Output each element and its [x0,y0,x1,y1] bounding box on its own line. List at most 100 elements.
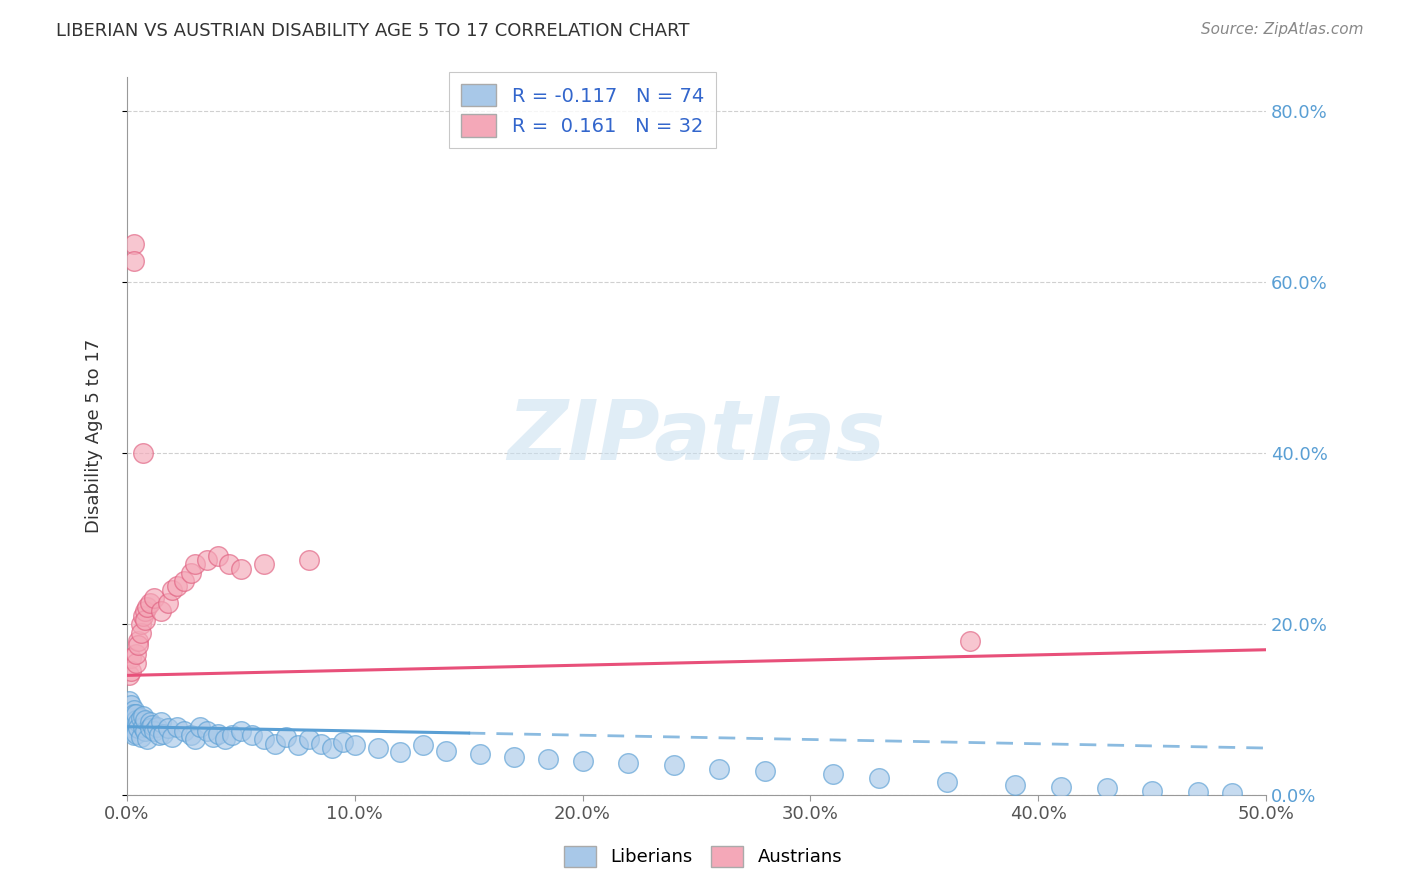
Point [366,741,388,756]
Point [936,775,959,789]
Point [298,732,321,747]
Point [184,732,207,747]
Point [150,604,173,618]
Text: LIBERIAN VS AUSTRIAN DISABILITY AGE 5 TO 17 CORRELATION CHART: LIBERIAN VS AUSTRIAN DISABILITY AGE 5 TO… [56,22,690,40]
Point [148,728,170,742]
Point [118,706,141,721]
Point [122,253,145,268]
Point [129,711,152,725]
Point [1187,785,1209,799]
Point [389,745,412,759]
Point [132,709,155,723]
Point [240,728,263,742]
Point [134,604,156,618]
Point [138,715,160,730]
Point [129,625,152,640]
Point [214,732,236,747]
Point [118,694,141,708]
Point [132,608,155,623]
Point [823,766,845,780]
Point [252,558,274,572]
Point [218,558,240,572]
Point [343,739,366,753]
Point [309,737,332,751]
Point [122,706,145,721]
Point [229,723,252,738]
Point [156,722,179,736]
Point [1050,780,1073,794]
Point [127,639,149,653]
Point [287,739,309,753]
Point [122,715,145,730]
Point [134,613,156,627]
Point [122,728,145,742]
Point [121,711,143,725]
Legend: R = -0.117   N = 74, R =  0.161   N = 32: R = -0.117 N = 74, R = 0.161 N = 32 [450,72,716,148]
Point [276,730,298,744]
Point [127,715,149,730]
Point [709,763,731,777]
Point [412,739,434,753]
Point [136,732,159,747]
Point [138,596,160,610]
Legend: Liberians, Austrians: Liberians, Austrians [557,838,849,874]
Text: ZIPatlas: ZIPatlas [508,395,886,476]
Point [127,722,149,736]
Point [134,723,156,738]
Point [145,720,167,734]
Point [195,553,218,567]
Point [121,698,143,713]
Point [868,771,890,785]
Point [959,634,981,648]
Point [132,446,155,460]
Point [1095,781,1118,796]
Point [195,723,218,738]
Point [125,726,148,740]
Point [207,549,229,563]
Point [125,647,148,661]
Point [202,730,225,744]
Point [143,723,166,738]
Point [121,651,143,665]
Point [180,566,202,580]
Point [754,764,776,778]
Point [207,726,229,740]
Point [129,617,152,632]
Point [152,726,174,740]
Point [503,749,526,764]
Point [125,713,148,727]
Point [118,668,141,682]
Point [122,236,145,251]
Point [1220,786,1243,800]
Point [332,735,354,749]
Point [298,553,321,567]
Point [173,723,195,738]
Point [118,720,141,734]
Point [121,664,143,678]
Point [121,723,143,738]
Point [141,718,163,732]
Point [166,720,188,734]
Point [143,591,166,606]
Point [156,596,179,610]
Point [134,713,156,727]
Point [180,728,202,742]
Point [184,558,207,572]
Point [129,730,152,744]
Text: Source: ZipAtlas.com: Source: ZipAtlas.com [1201,22,1364,37]
Point [252,732,274,747]
Point [162,582,184,597]
Point [125,706,148,721]
Point [1004,778,1026,792]
Point [127,634,149,648]
Point [188,720,211,734]
Point [150,715,173,730]
Point [173,574,195,589]
Point [162,730,184,744]
Point [662,758,685,772]
Point [229,561,252,575]
Point [122,702,145,716]
Point [166,579,188,593]
Point [132,720,155,734]
Point [264,737,287,751]
